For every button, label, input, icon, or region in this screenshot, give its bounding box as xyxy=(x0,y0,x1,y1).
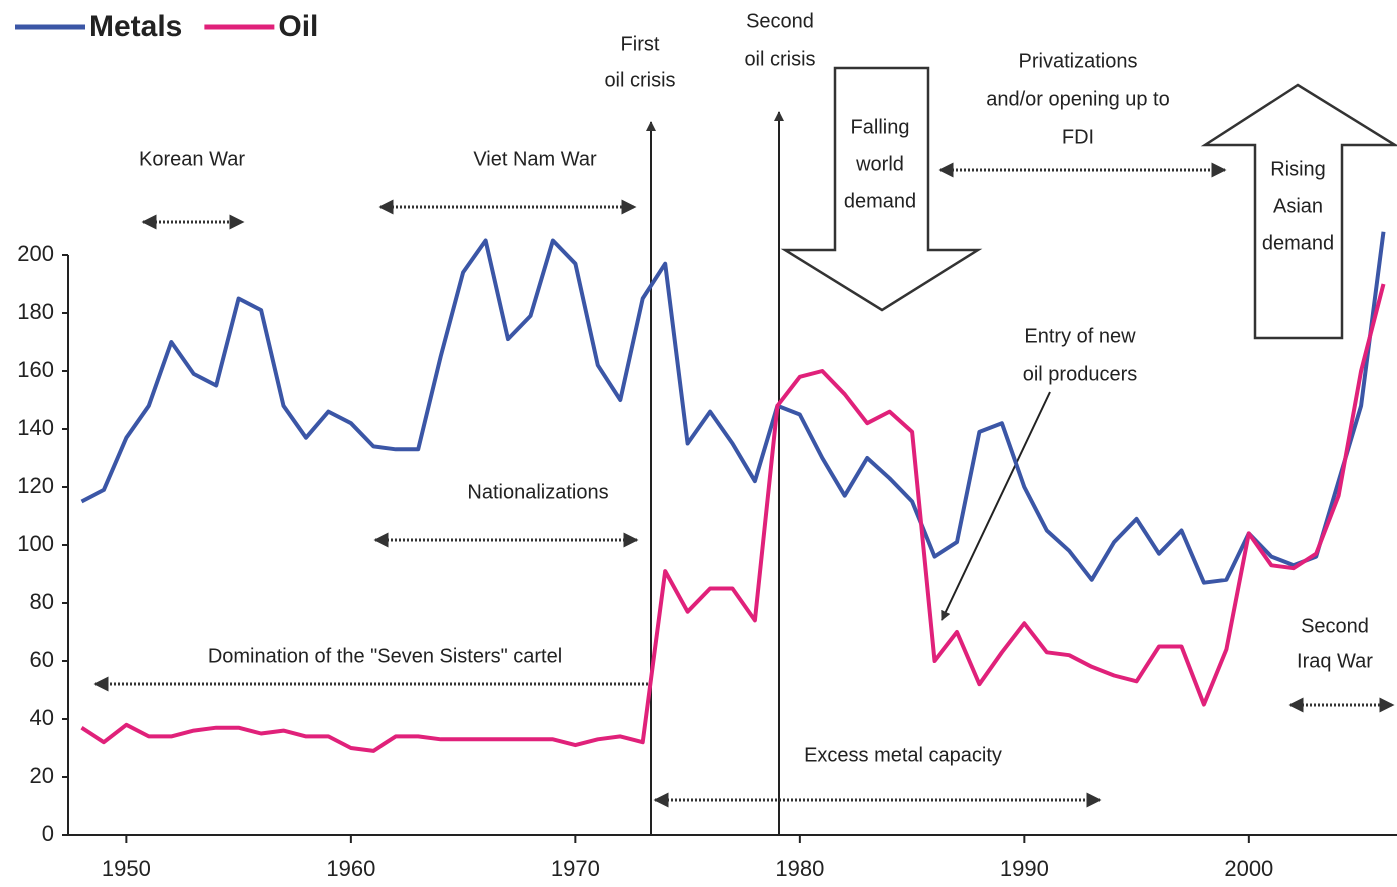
up-arrow xyxy=(1200,83,1397,340)
y-tick-label: 200 xyxy=(17,241,54,266)
shapes xyxy=(93,66,1397,835)
series-line xyxy=(80,283,1386,753)
pointer-arrow xyxy=(941,391,1051,621)
x-tick-label: 2000 xyxy=(1224,856,1273,881)
annotation: Asian xyxy=(1273,195,1323,217)
annotation: Rising xyxy=(1270,158,1326,180)
annotation: Falling xyxy=(851,116,910,138)
annotation: Excess metal capacity xyxy=(804,744,1002,766)
y-tick-label: 20 xyxy=(30,763,54,788)
x-tick-label: 1960 xyxy=(326,856,375,881)
legend-label: Metals xyxy=(89,10,182,43)
annotation: Privatizations xyxy=(1019,50,1138,72)
x-tick-label: 1970 xyxy=(551,856,600,881)
annotation: Nationalizations xyxy=(467,481,608,503)
annotation: oil crisis xyxy=(604,69,675,91)
x-tick-label: 1990 xyxy=(1000,856,1049,881)
annotation: oil producers xyxy=(1023,363,1138,385)
annotation: Viet Nam War xyxy=(473,148,597,170)
y-tick-label: 40 xyxy=(30,705,54,730)
annotation: demand xyxy=(1262,232,1334,254)
y-tick-label: 180 xyxy=(17,299,54,324)
y-tick-label: 120 xyxy=(17,473,54,498)
annotation: First xyxy=(621,33,660,55)
annotation: Entry of new xyxy=(1024,325,1136,347)
annotation: Korean War xyxy=(139,148,245,170)
annotation: FDI xyxy=(1062,126,1094,148)
y-tick-label: 60 xyxy=(30,647,54,672)
legend-label: Oil xyxy=(278,10,318,43)
y-tick-label: 160 xyxy=(17,357,54,382)
annotation: world xyxy=(855,153,904,175)
down-arrow xyxy=(780,66,983,312)
y-tick-label: 80 xyxy=(30,589,54,614)
annotation: Second xyxy=(1301,615,1369,637)
y-tick-label: 100 xyxy=(17,531,54,556)
x-tick-label: 1950 xyxy=(102,856,151,881)
y-tick-label: 140 xyxy=(17,415,54,440)
annotation: demand xyxy=(844,190,916,212)
annotation: oil crisis xyxy=(744,48,815,70)
annotation: Second xyxy=(746,10,814,32)
annotation: Iraq War xyxy=(1297,650,1373,672)
y-tick-label: 0 xyxy=(42,821,54,846)
series-line xyxy=(80,231,1386,585)
annotation: and/or opening up to xyxy=(986,88,1170,110)
annotation: Domination of the "Seven Sisters" cartel xyxy=(208,645,562,667)
x-tick-label: 1980 xyxy=(775,856,824,881)
